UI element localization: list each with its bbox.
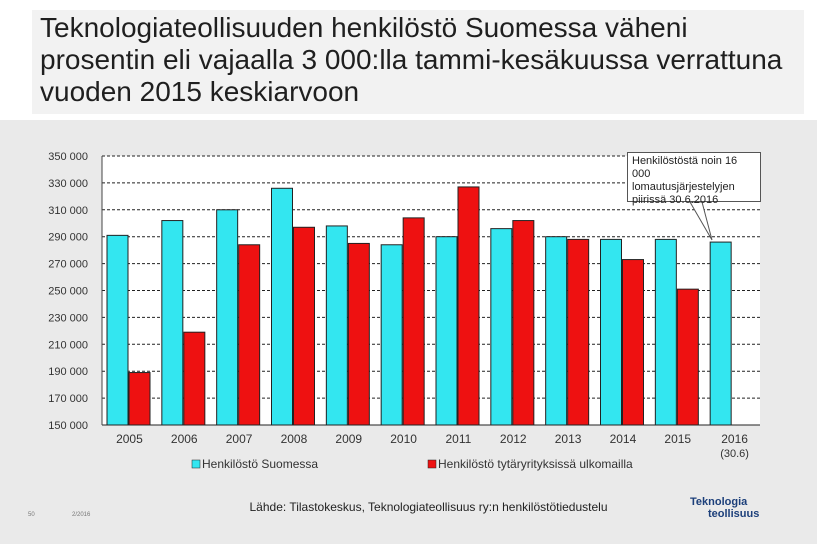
- x-tick-label: 2008: [281, 432, 308, 446]
- x-tick-label: 2013: [555, 432, 582, 446]
- bar-finland-2012: [490, 228, 513, 426]
- logo-line1: Teknologia: [690, 496, 748, 508]
- legend-swatch: [427, 459, 437, 469]
- y-tick-label: 350 000: [48, 151, 88, 163]
- page-title: Teknologiateollisuuden henkilöstö Suomes…: [40, 12, 783, 107]
- bar-finland-2010: [380, 244, 403, 426]
- bar-finland-2008: [271, 187, 293, 426]
- legend-label: Henkilöstö Suomessa: [202, 457, 318, 471]
- x-tick-label: 2005: [116, 432, 143, 446]
- bar-abroad-2012: [512, 220, 535, 426]
- bar-finland-2005: [106, 234, 129, 426]
- bar-abroad-2011: [457, 186, 480, 426]
- x-tick-label: 2015: [664, 432, 691, 446]
- bar-finland-2016: [709, 241, 732, 426]
- bar-abroad-2015: [676, 288, 699, 426]
- x-tick-label: 2012: [500, 432, 527, 446]
- x-tick-label: 2014: [610, 432, 637, 446]
- x-tick-label: 2016: [721, 432, 748, 446]
- y-axis-labels: 150 000 170 000 190 000 210 000 230 000 250 0…: [48, 151, 88, 432]
- bars: [106, 186, 732, 426]
- page-number: 50: [28, 512, 35, 518]
- y-tick-label: 250 000: [48, 286, 88, 298]
- y-tick-label: 230 000: [48, 312, 88, 324]
- y-tick-label: 330 000: [48, 178, 88, 190]
- legend: Henkilöstö Suomessa Henkilöstö tytäryrity…: [191, 457, 633, 471]
- bar-abroad-2014: [622, 259, 644, 426]
- callout-pointer: [689, 201, 713, 241]
- bar-abroad-2009: [347, 242, 370, 426]
- x-tick-label: 2009: [335, 432, 362, 446]
- source-text: Lähde: Tilastokeskus, Teknologiateollisu…: [249, 500, 608, 514]
- logo: Teknologia teollisuus: [690, 496, 790, 520]
- bar-abroad-2010: [402, 217, 425, 426]
- y-tick-label: 270 000: [48, 259, 88, 271]
- legend-label: Henkilöstö tytäryrityksissä ulkomailla: [438, 457, 633, 471]
- y-tick-label: 290 000: [48, 232, 88, 244]
- y-tick-label: 190 000: [48, 366, 88, 378]
- x-axis-labels: 2005 2006 2007 2008 2009 2010 2011 2012 2013 2014…: [116, 432, 749, 460]
- x-tick-label: 2007: [226, 432, 253, 446]
- bar-finland-2014: [600, 238, 622, 426]
- y-tick-label: 310 000: [48, 205, 88, 217]
- callout-annotation: Henkilöstöstä noin 16 000 lomautusjärjes…: [627, 152, 761, 206]
- bar-finland-2013: [545, 236, 568, 426]
- y-tick-label: 150 000: [48, 420, 88, 432]
- x-tick-sublabel: (30.6): [720, 448, 749, 460]
- x-tick-label: 2006: [171, 432, 198, 446]
- legend-swatch: [191, 459, 201, 469]
- bar-finland-2009: [325, 225, 348, 426]
- page-date: 2/2016: [72, 512, 91, 518]
- y-tick-label: 210 000: [48, 339, 88, 351]
- y-tick-label: 170 000: [48, 393, 88, 405]
- bar-abroad-2008: [293, 226, 315, 426]
- bar-finland-2007: [216, 209, 239, 426]
- logo-line2: teollisuus: [708, 508, 760, 520]
- bar-finland-2015: [654, 238, 677, 426]
- bar-abroad-2006: [183, 331, 206, 426]
- source-note: Lähde: Tilastokeskus, Teknologiateollisu…: [0, 500, 817, 514]
- bar-abroad-2013: [567, 238, 590, 426]
- title-box: [32, 10, 804, 114]
- bar-finland-2011: [435, 236, 458, 426]
- x-tick-label: 2011: [446, 432, 472, 446]
- bar-abroad-2007: [238, 244, 261, 426]
- bar-finland-2006: [161, 220, 184, 426]
- bar-abroad-2005: [128, 372, 151, 426]
- x-tick-label: 2010: [390, 432, 417, 446]
